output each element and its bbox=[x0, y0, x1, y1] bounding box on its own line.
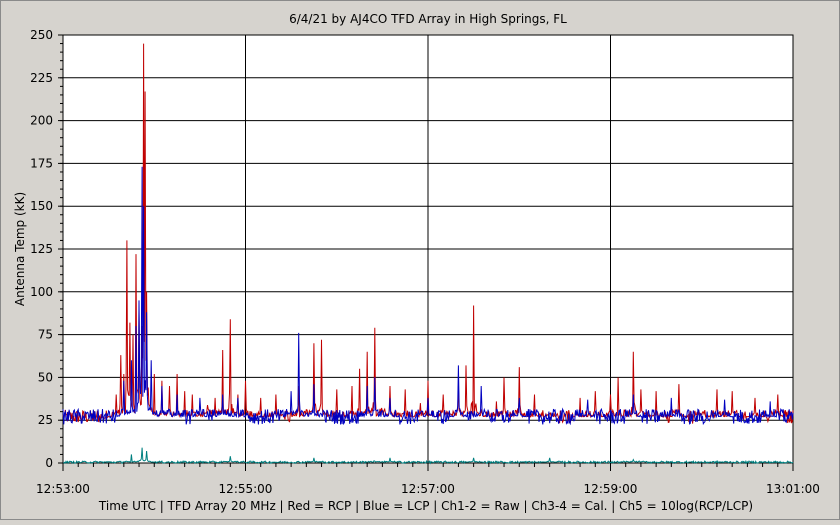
y-tick-label: 25 bbox=[38, 413, 53, 427]
series-line bbox=[63, 447, 794, 465]
y-axis: 0 25 50 75 100 125 150 175 200 225 250 bbox=[30, 28, 63, 470]
x-tick-label: 12:57:00 bbox=[401, 482, 455, 496]
x-tick-label: 12:55:00 bbox=[219, 482, 273, 496]
y-tick-label: 200 bbox=[30, 114, 53, 128]
y-axis-label: Antenna Temp (kK) bbox=[13, 192, 27, 306]
x-axis-label: Time UTC | TFD Array 20 MHz | Red = RCP … bbox=[98, 499, 753, 513]
y-tick-label: 225 bbox=[30, 71, 53, 85]
x-tick-label: 12:59:00 bbox=[584, 482, 638, 496]
x-axis: 12:53:00 12:55:00 12:57:00 12:59:00 13:01:00 bbox=[36, 463, 820, 496]
y-tick-label: 75 bbox=[38, 328, 53, 342]
y-tick-label: 50 bbox=[38, 370, 53, 384]
series-line bbox=[62, 43, 794, 424]
y-tick-label: 175 bbox=[30, 156, 53, 170]
series-layer bbox=[62, 43, 794, 465]
y-tick-label: 125 bbox=[30, 242, 53, 256]
y-tick-label: 250 bbox=[30, 28, 53, 42]
chart-title: 6/4/21 by AJ4CO TFD Array in High Spring… bbox=[289, 12, 567, 26]
y-tick-label: 0 bbox=[45, 456, 53, 470]
series-line bbox=[62, 166, 794, 426]
x-tick-label: 13:01:00 bbox=[766, 482, 820, 496]
x-tick-label: 12:53:00 bbox=[36, 482, 90, 496]
y-tick-label: 100 bbox=[30, 285, 53, 299]
y-tick-label: 150 bbox=[30, 199, 53, 213]
